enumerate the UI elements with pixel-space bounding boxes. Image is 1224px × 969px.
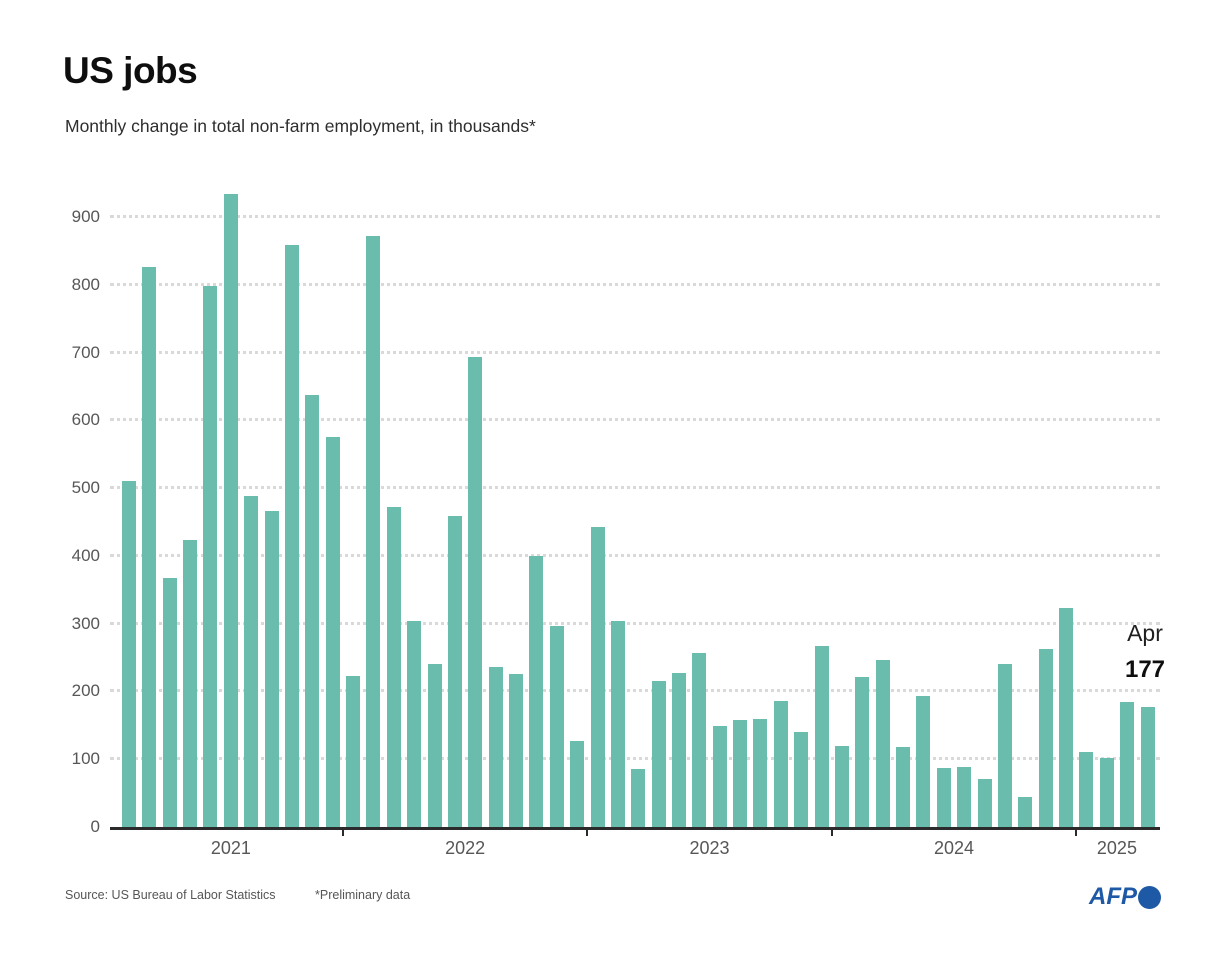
bar: [284, 244, 299, 827]
x-axis-year-label: 2024: [933, 838, 975, 858]
y-axis-label: 300: [71, 613, 100, 633]
bar: [692, 652, 707, 827]
bar: [936, 768, 951, 827]
y-axis-label: 600: [71, 410, 100, 430]
bar: [753, 719, 768, 827]
bar: [468, 356, 483, 827]
last-point-annotation: Apr 177: [1099, 620, 1191, 683]
chart-subtitle: Monthly change in total non-farm employm…: [65, 116, 536, 136]
bar: [671, 673, 686, 827]
h-gridline: [110, 215, 1160, 218]
y-axis-label: 900: [71, 207, 100, 226]
bar: [1120, 701, 1135, 827]
h-gridline: [110, 689, 1160, 693]
x-axis-tick: [341, 829, 344, 836]
h-gridline: [110, 282, 1160, 286]
source-note: Source: US Bureau of Labor Statistics: [65, 888, 276, 902]
bar: [733, 719, 748, 827]
bar: [447, 515, 462, 827]
bar: [549, 625, 564, 827]
x-axis-tick: [586, 829, 589, 836]
bar: [610, 620, 625, 827]
bar: [305, 394, 320, 827]
bar: [896, 747, 911, 827]
bar: [407, 620, 422, 827]
bar: [488, 667, 503, 827]
y-axis-label: 700: [71, 342, 100, 362]
afp-logo: AFP: [1089, 883, 1161, 911]
x-axis-tick: [830, 829, 833, 836]
x-axis-year-label: 2023: [689, 838, 730, 858]
bar: [122, 481, 136, 827]
h-gridline: [110, 486, 1160, 490]
x-axis-year-label: 2022: [445, 838, 486, 858]
h-gridline: [110, 418, 1160, 422]
bar: [427, 664, 442, 827]
bar: [916, 696, 931, 827]
x-axis-line: [110, 827, 1160, 830]
bar: [651, 680, 666, 827]
bar: [1099, 757, 1114, 827]
x-axis-tick: [1075, 829, 1078, 836]
bar: [1079, 751, 1094, 827]
bar: [794, 732, 809, 827]
afp-logo-text: AFP: [1089, 883, 1137, 910]
y-axis-label: 100: [71, 749, 100, 769]
bar: [1038, 649, 1053, 827]
bar: [997, 664, 1012, 827]
bar: [773, 700, 788, 827]
bar: [509, 673, 524, 827]
preliminary-data-note: *Preliminary data: [315, 888, 411, 902]
h-gridline: [110, 350, 1160, 354]
bar: [570, 740, 585, 827]
bar: [1018, 797, 1033, 827]
annotation-value: 177: [1124, 656, 1166, 683]
h-gridline: [110, 553, 1160, 557]
bar: [142, 267, 157, 827]
bar: [1140, 707, 1155, 827]
bar: [957, 767, 972, 827]
x-axis-year-label: 2021: [210, 838, 251, 858]
h-gridline: [110, 757, 1160, 761]
bar: [162, 578, 177, 827]
page-title: US jobs: [63, 50, 198, 91]
bar: [834, 746, 849, 827]
bar: [264, 511, 279, 827]
y-axis-label: 500: [71, 478, 100, 498]
y-axis-label: 0: [90, 817, 100, 836]
bar: [223, 193, 238, 827]
bar: [183, 540, 198, 827]
bar: [977, 778, 992, 827]
bar: [203, 286, 218, 827]
bar: [631, 769, 646, 827]
bar: [529, 555, 544, 827]
afp-logo-circle-icon: [1138, 885, 1161, 909]
bar: [814, 646, 829, 827]
h-gridline: [110, 621, 1160, 625]
annotation-month-label: Apr: [1127, 620, 1163, 646]
bar: [366, 235, 381, 827]
bar: [325, 436, 340, 827]
bar: [590, 526, 605, 827]
y-axis-label: 800: [71, 274, 100, 294]
bar: [875, 660, 890, 827]
y-axis-label: 400: [71, 545, 100, 565]
bar: [244, 495, 259, 827]
bar: [1059, 608, 1074, 827]
y-axis-label: 200: [71, 681, 100, 701]
bar: [712, 726, 727, 827]
bar: [346, 675, 361, 827]
bar: [855, 676, 870, 827]
bar: [386, 507, 401, 827]
x-axis-year-label: 2025: [1096, 838, 1137, 858]
